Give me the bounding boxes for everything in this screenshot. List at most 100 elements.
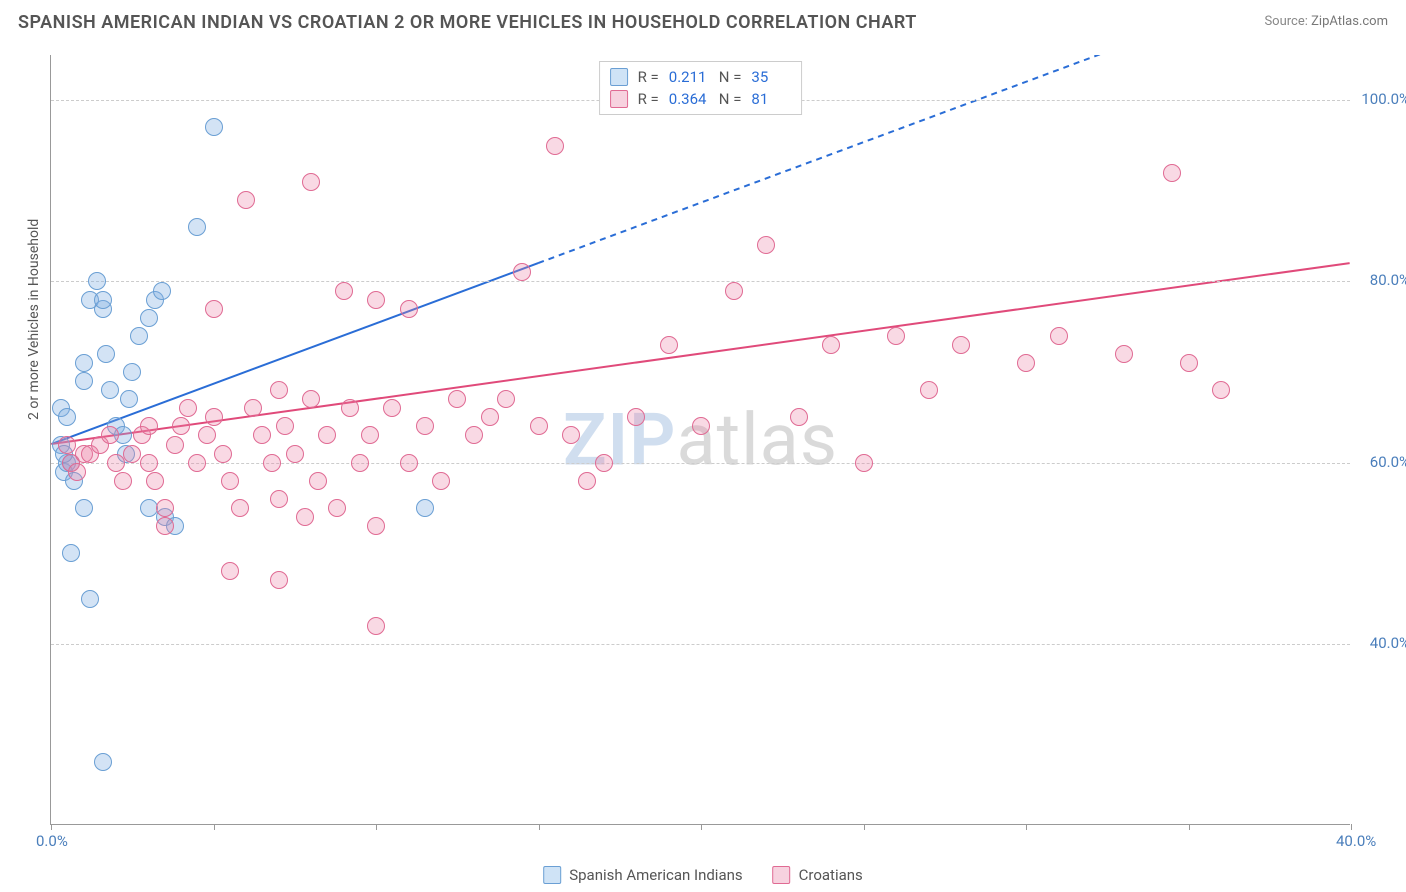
point-series-1	[58, 408, 76, 426]
stats-row-series-1: R = 0.211 N = 35	[610, 66, 792, 88]
point-series-2	[231, 499, 249, 517]
point-series-2	[156, 499, 174, 517]
point-series-2	[68, 463, 86, 481]
y-tick-label: 40.0%	[1370, 634, 1406, 652]
point-series-2	[101, 426, 119, 444]
point-series-2	[328, 499, 346, 517]
point-series-2	[296, 508, 314, 526]
swatch-series-1	[610, 68, 628, 86]
point-series-2	[660, 336, 678, 354]
point-series-2	[855, 454, 873, 472]
point-series-2	[481, 408, 499, 426]
point-series-2	[578, 472, 596, 490]
point-series-2	[221, 562, 239, 580]
legend-swatch-2	[773, 866, 791, 884]
point-series-2	[166, 436, 184, 454]
point-series-1	[62, 544, 80, 562]
point-series-2	[1212, 381, 1230, 399]
point-series-2	[270, 571, 288, 589]
point-series-2	[114, 472, 132, 490]
point-series-1	[75, 372, 93, 390]
point-series-2	[952, 336, 970, 354]
x-tick	[701, 824, 702, 830]
point-series-1	[94, 291, 112, 309]
y-tick-label: 60.0%	[1370, 453, 1406, 471]
point-series-2	[790, 408, 808, 426]
point-series-2	[497, 390, 515, 408]
point-series-2	[400, 454, 418, 472]
point-series-2	[1180, 354, 1198, 372]
point-series-2	[432, 472, 450, 490]
grid-line	[51, 281, 1350, 282]
point-series-2	[318, 426, 336, 444]
point-series-1	[75, 354, 93, 372]
point-series-2	[530, 417, 548, 435]
x-tick	[1351, 824, 1352, 830]
point-series-1	[188, 218, 206, 236]
point-series-1	[94, 753, 112, 771]
point-series-2	[627, 408, 645, 426]
watermark-zip: ZIP	[563, 397, 676, 482]
point-series-2	[595, 454, 613, 472]
point-series-2	[335, 282, 353, 300]
x-tick	[376, 824, 377, 830]
point-series-2	[253, 426, 271, 444]
y-tick-label: 100.0%	[1361, 90, 1406, 108]
point-series-2	[692, 417, 710, 435]
stat-r-label-1: R =	[638, 66, 659, 88]
point-series-2	[58, 436, 76, 454]
point-series-2	[1050, 327, 1068, 345]
x-tick-label: 0.0%	[36, 832, 68, 850]
point-series-1	[205, 118, 223, 136]
watermark-atlas: atlas	[676, 397, 838, 482]
legend-bottom: Spanish American Indians Croatians	[543, 866, 863, 884]
x-tick	[1026, 824, 1027, 830]
point-series-2	[1163, 164, 1181, 182]
point-series-2	[400, 300, 418, 318]
legend-item-2: Croatians	[773, 866, 863, 884]
point-series-1	[140, 309, 158, 327]
stats-row-series-2: R = 0.364 N = 81	[610, 88, 792, 110]
point-series-2	[237, 191, 255, 209]
y-axis-label: 2 or more Vehicles in Household	[26, 219, 42, 420]
y-tick-label: 80.0%	[1370, 271, 1406, 289]
point-series-1	[416, 499, 434, 517]
source-credit: Source: ZipAtlas.com	[1264, 14, 1388, 29]
point-series-2	[448, 390, 466, 408]
point-series-2	[270, 490, 288, 508]
point-series-2	[198, 426, 216, 444]
point-series-2	[367, 517, 385, 535]
point-series-2	[1017, 354, 1035, 372]
point-series-2	[156, 517, 174, 535]
stat-n-value-2: 81	[751, 88, 791, 110]
point-series-1	[81, 590, 99, 608]
point-series-2	[920, 381, 938, 399]
point-series-2	[188, 454, 206, 472]
legend-swatch-1	[543, 866, 561, 884]
stats-legend-box: R = 0.211 N = 35 R = 0.364 N = 81	[599, 61, 803, 115]
trend-lines-svg	[51, 55, 1350, 824]
point-series-2	[416, 417, 434, 435]
point-series-2	[214, 445, 232, 463]
point-series-1	[75, 499, 93, 517]
legend-label-2: Croatians	[799, 866, 863, 884]
point-series-2	[309, 472, 327, 490]
point-series-2	[1115, 345, 1133, 363]
point-series-1	[130, 327, 148, 345]
stat-n-value-1: 35	[751, 66, 791, 88]
stat-n-label-1: N =	[719, 66, 742, 88]
legend-label-1: Spanish American Indians	[569, 866, 742, 884]
point-series-1	[88, 272, 106, 290]
point-series-2	[725, 282, 743, 300]
point-series-2	[822, 336, 840, 354]
point-series-1	[153, 282, 171, 300]
point-series-2	[205, 300, 223, 318]
legend-item-1: Spanish American Indians	[543, 866, 742, 884]
point-series-1	[97, 345, 115, 363]
point-series-2	[341, 399, 359, 417]
point-series-2	[351, 454, 369, 472]
point-series-2	[465, 426, 483, 444]
grid-line	[51, 463, 1350, 464]
chart-title: SPANISH AMERICAN INDIAN VS CROATIAN 2 OR…	[18, 12, 917, 33]
point-series-2	[270, 381, 288, 399]
